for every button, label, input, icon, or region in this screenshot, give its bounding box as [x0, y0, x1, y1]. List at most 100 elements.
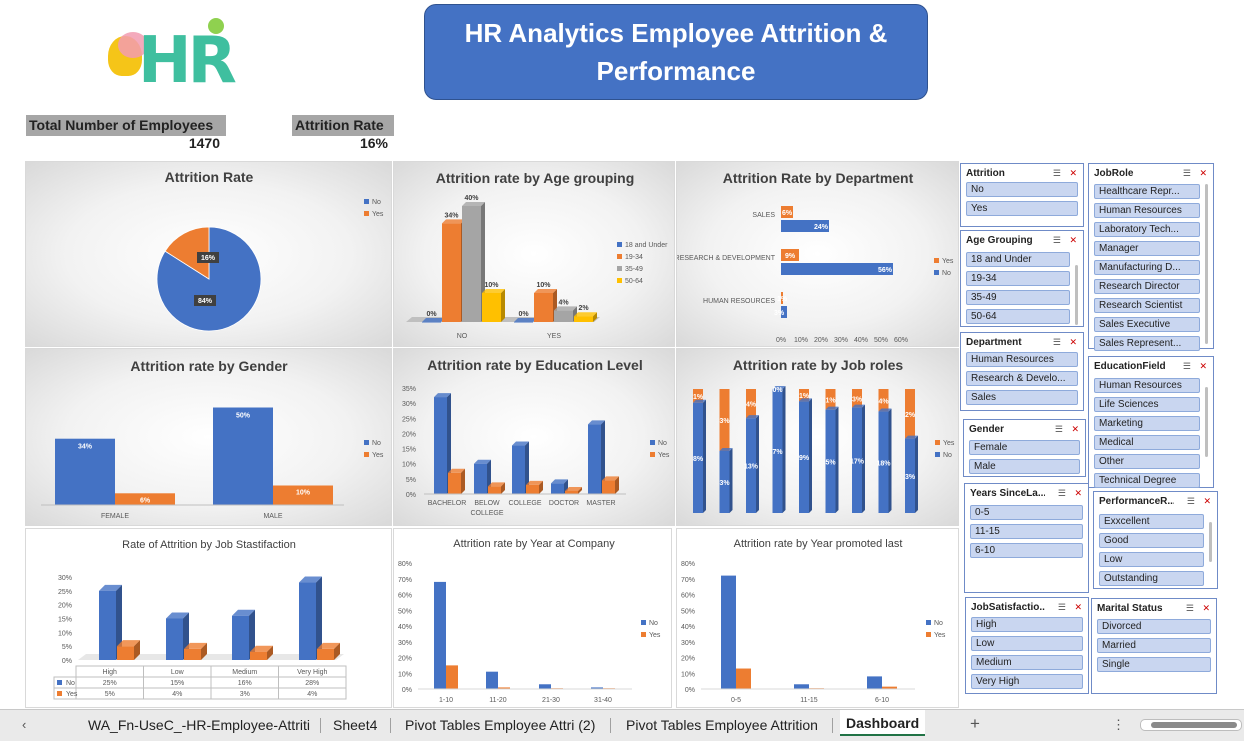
- slicer-item[interactable]: Married: [1097, 638, 1211, 653]
- multi-select-icon[interactable]: ☰: [1054, 424, 1063, 434]
- slicer-item[interactable]: Other: [1094, 454, 1200, 469]
- slicer-item[interactable]: Manager: [1094, 241, 1200, 256]
- slicer-item[interactable]: Medical: [1094, 435, 1200, 450]
- tab-wa-fn[interactable]: WA_Fn-UseC_-HR-Employee-Attriti: [88, 717, 310, 733]
- slicer-item[interactable]: Divorced: [1097, 619, 1211, 634]
- clear-filter-icon[interactable]: ✕: [1071, 424, 1079, 434]
- slicer-performance[interactable]: PerformanceR... ☰ ✕ Exxcellent Good Low Outsta…: [1093, 491, 1218, 589]
- multi-select-icon[interactable]: ☰: [1185, 603, 1194, 613]
- slicer-scrollbar[interactable]: [1205, 184, 1208, 344]
- slicer-item[interactable]: Sales: [966, 390, 1078, 405]
- multi-select-icon[interactable]: ☰: [1182, 361, 1191, 371]
- clear-filter-icon[interactable]: ✕: [1074, 488, 1082, 498]
- bar-YES-50-64-top: [574, 312, 597, 317]
- slicer-item[interactable]: Human Resources: [1094, 378, 1200, 393]
- clear-filter-icon[interactable]: ✕: [1069, 235, 1077, 245]
- chart-attrition-rate[interactable]: Attrition Rate 16% 84% No Yes: [25, 161, 392, 347]
- slicer-item[interactable]: Male: [969, 459, 1080, 474]
- clear-filter-icon[interactable]: ✕: [1199, 168, 1207, 178]
- add-sheet-icon[interactable]: +: [970, 714, 980, 733]
- slicer-item[interactable]: 50-64: [966, 309, 1070, 324]
- slicer-age-grouping[interactable]: Age Grouping ☰ ✕ 18 and Under 19-34 35-49 50-6…: [960, 230, 1084, 327]
- slicer-item[interactable]: Sales Executive: [1094, 317, 1200, 332]
- chart-age-grouping[interactable]: Attrition rate by Age grouping 0% 34% 40% 10…: [393, 161, 675, 347]
- slicer-item[interactable]: Healthcare Repr...: [1094, 184, 1200, 199]
- slicer-item[interactable]: Exxcellent: [1099, 514, 1204, 529]
- slicer-item[interactable]: Marketing: [1094, 416, 1200, 431]
- y-tick-label: 30%: [398, 640, 412, 647]
- slicer-item[interactable]: Technical Degree: [1094, 473, 1200, 488]
- slicer-item[interactable]: Human Resources: [966, 352, 1078, 367]
- slicer-scrollbar[interactable]: [1209, 522, 1212, 562]
- slicer-item[interactable]: Good: [1099, 533, 1204, 548]
- slicer-item[interactable]: 0-5: [970, 505, 1083, 520]
- multi-select-icon[interactable]: ☰: [1052, 168, 1061, 178]
- chart-gender[interactable]: Attrition rate by Gender 34% 6% FEMALE 50% 10…: [25, 348, 392, 526]
- slicer-item[interactable]: 18 and Under: [966, 252, 1070, 267]
- slicer-educationfield[interactable]: EducationField ☰ ✕ Human Resources Life Scie…: [1088, 356, 1214, 488]
- chart-year-promoted[interactable]: Attrition rate by Year promoted last 0% 10…: [676, 528, 959, 708]
- slicer-job-satisfaction[interactable]: JobSatisfactio... ☰ ✕ High Low Medium Very Hig…: [965, 597, 1089, 694]
- slicer-item[interactable]: Life Sciences: [1094, 397, 1200, 412]
- x-tick-label: YES: [547, 333, 561, 340]
- chart-education[interactable]: Attrition rate by Education Level 0% 5% 10%…: [393, 348, 675, 526]
- slicer-item[interactable]: 35-49: [966, 290, 1070, 305]
- slicer-item[interactable]: Medium: [971, 655, 1083, 670]
- slicer-item[interactable]: 6-10: [970, 543, 1083, 558]
- slicer-scrollbar[interactable]: [1205, 387, 1208, 457]
- slicer-item[interactable]: No: [966, 182, 1078, 197]
- scrollbar-thumb[interactable]: [1151, 722, 1237, 728]
- slicer-item[interactable]: High: [971, 617, 1083, 632]
- more-icon[interactable]: ⋮: [1112, 717, 1125, 732]
- slicer-item[interactable]: Single: [1097, 657, 1211, 672]
- nav-prev-icon[interactable]: ‹: [22, 717, 27, 732]
- tab-dashboard[interactable]: Dashboard: [840, 710, 926, 736]
- slicer-attrition[interactable]: Attrition ☰ ✕ No Yes: [960, 163, 1084, 227]
- slicer-item[interactable]: 11-15: [970, 524, 1083, 539]
- y-tick-label: 25%: [402, 416, 416, 423]
- clear-filter-icon[interactable]: ✕: [1203, 496, 1211, 506]
- chart-job-roles[interactable]: Attrition rate by Job roles 1% 8% 3% 3% 4% 13%…: [676, 348, 959, 526]
- multi-select-icon[interactable]: ☰: [1186, 496, 1195, 506]
- slicer-item[interactable]: Low: [971, 636, 1083, 651]
- slicer-item[interactable]: Low: [1099, 552, 1204, 567]
- slicer-item[interactable]: Research Director: [1094, 279, 1200, 294]
- multi-select-icon[interactable]: ☰: [1057, 602, 1066, 612]
- slicer-item[interactable]: Yes: [966, 201, 1078, 216]
- tab-pivot[interactable]: Pivot Tables Employee Attrition: [626, 717, 818, 733]
- slicer-years-since-last[interactable]: Years SinceLa... ☰ ✕ 0-5 11-15 6-10: [964, 483, 1089, 593]
- multi-select-icon[interactable]: ☰: [1052, 235, 1061, 245]
- y-tick-label: 30%: [681, 640, 695, 647]
- multi-select-icon[interactable]: ☰: [1052, 337, 1061, 347]
- slicer-item[interactable]: Sales Represent...: [1094, 336, 1200, 351]
- slicer-item[interactable]: Human Resources: [1094, 203, 1200, 218]
- stack-no-side: [809, 398, 812, 513]
- tab-pivot-2[interactable]: Pivot Tables Employee Attri (2): [405, 717, 596, 733]
- slicer-item[interactable]: Manufacturing D...: [1094, 260, 1200, 275]
- slicer-jobrole[interactable]: JobRole ☰ ✕ Healthcare Repr... Human Resourc…: [1088, 163, 1214, 351]
- clear-filter-icon[interactable]: ✕: [1199, 361, 1207, 371]
- clear-filter-icon[interactable]: ✕: [1069, 337, 1077, 347]
- slicer-item[interactable]: 19-34: [966, 271, 1070, 286]
- slicer-department[interactable]: Department ☰ ✕ Human Resources Research & De…: [960, 332, 1084, 411]
- legend-label: Yes: [943, 440, 955, 447]
- horizontal-scrollbar[interactable]: [1140, 719, 1242, 731]
- chart-year-at-company[interactable]: Attrition rate by Year at Company 0% 10% 20…: [393, 528, 672, 708]
- tab-sheet4[interactable]: Sheet4: [333, 717, 378, 733]
- slicer-item[interactable]: Laboratory Tech...: [1094, 222, 1200, 237]
- slicer-gender[interactable]: Gender ☰ ✕ Female Male: [963, 419, 1086, 477]
- slicer-item[interactable]: Very High: [971, 674, 1083, 689]
- slicer-item[interactable]: Research Scientist: [1094, 298, 1200, 313]
- multi-select-icon[interactable]: ☰: [1057, 488, 1066, 498]
- slicer-item[interactable]: Research & Develo...: [966, 371, 1078, 386]
- slicer-item[interactable]: Female: [969, 440, 1080, 455]
- clear-filter-icon[interactable]: ✕: [1074, 602, 1082, 612]
- slicer-scrollbar[interactable]: [1075, 265, 1078, 325]
- clear-filter-icon[interactable]: ✕: [1202, 603, 1210, 613]
- clear-filter-icon[interactable]: ✕: [1069, 168, 1077, 178]
- chart-department[interactable]: Attrition Rate by Department SALES 6% 24% RE…: [676, 161, 959, 347]
- multi-select-icon[interactable]: ☰: [1182, 168, 1191, 178]
- chart-job-satisfaction[interactable]: Rate of Attrition by Job Stastifaction 0%…: [25, 528, 392, 708]
- slicer-marital-status[interactable]: Marital Status ☰ ✕ Divorced Married Single: [1091, 598, 1217, 694]
- slicer-item[interactable]: Outstanding: [1099, 571, 1204, 586]
